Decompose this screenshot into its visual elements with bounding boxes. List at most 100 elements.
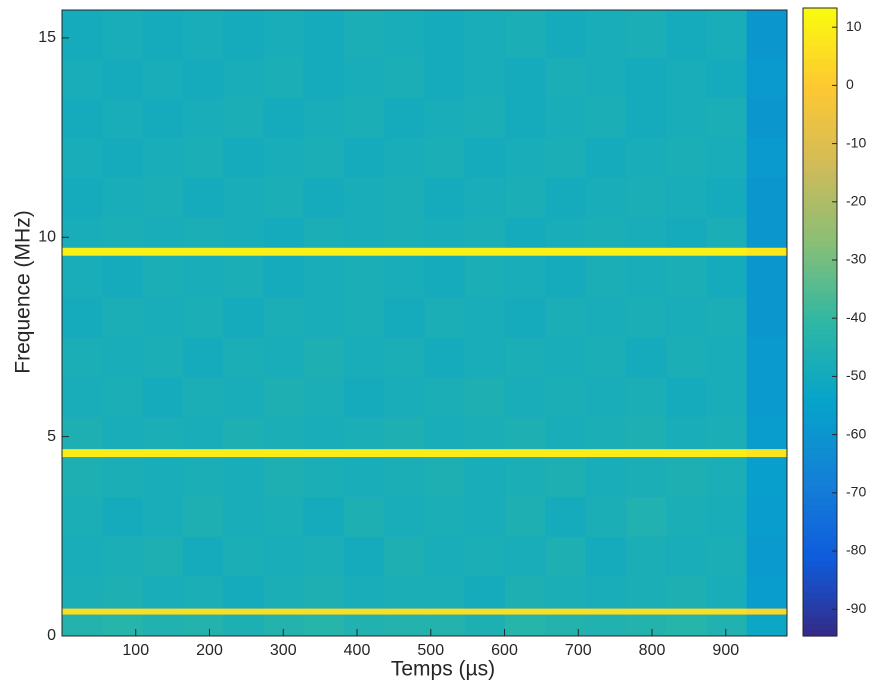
heatmap-cell bbox=[142, 608, 184, 615]
colorbar-step bbox=[803, 45, 837, 53]
heatmap-cell bbox=[182, 57, 224, 99]
heatmap-cell bbox=[464, 416, 506, 450]
heatmap-cell bbox=[223, 448, 264, 458]
heatmap-cell bbox=[102, 57, 144, 99]
heatmap-cell bbox=[62, 376, 103, 418]
colorbar-step bbox=[803, 158, 837, 166]
colorbar-step bbox=[803, 353, 837, 361]
colorbar-step bbox=[803, 171, 837, 179]
heatmap-cell bbox=[182, 614, 224, 637]
heatmap-cell bbox=[746, 336, 788, 378]
heatmap-cell bbox=[504, 57, 546, 99]
heatmap-cell bbox=[182, 576, 224, 609]
heatmap-cell bbox=[746, 376, 788, 418]
heatmap-cell bbox=[343, 576, 385, 609]
colorbar-step bbox=[803, 20, 837, 28]
heatmap-cell bbox=[464, 336, 506, 378]
colorbar-tick-label: -70 bbox=[846, 484, 866, 500]
colorbar-step bbox=[803, 491, 837, 499]
heatmap-cell bbox=[706, 496, 748, 537]
colorbar-step bbox=[803, 585, 837, 593]
heatmap-cell bbox=[303, 247, 345, 256]
colorbar-step bbox=[803, 271, 837, 279]
heatmap-cell bbox=[424, 416, 466, 450]
heatmap-cell bbox=[343, 416, 385, 450]
heatmap-cell bbox=[666, 247, 707, 256]
heatmap-cell bbox=[102, 255, 144, 298]
heatmap-cell bbox=[182, 137, 224, 178]
heatmap-cell bbox=[384, 247, 425, 256]
heatmap-cell bbox=[585, 297, 627, 338]
heatmap-cell bbox=[142, 376, 184, 418]
heatmap-cell bbox=[102, 137, 144, 178]
heatmap-cell bbox=[545, 608, 587, 615]
y-tick-label: 15 bbox=[38, 29, 56, 46]
heatmap-cell bbox=[706, 336, 748, 378]
heatmap-cell bbox=[343, 97, 385, 139]
heatmap-cell bbox=[504, 336, 546, 378]
colorbar-step bbox=[803, 303, 837, 311]
heatmap-cell bbox=[625, 10, 667, 59]
heatmap-cell bbox=[625, 336, 667, 378]
colorbar-frame bbox=[802, 7, 838, 637]
heatmap-cell bbox=[223, 247, 264, 256]
heatmap-cell bbox=[545, 297, 587, 338]
heatmap-cell bbox=[263, 137, 305, 178]
heatmap-cell bbox=[384, 448, 425, 458]
heatmap-cell bbox=[706, 456, 748, 497]
colorbar-step bbox=[803, 121, 837, 128]
heatmap-cell bbox=[263, 297, 305, 338]
heatmap-cell bbox=[62, 608, 103, 615]
heatmap-cell bbox=[585, 536, 627, 577]
heatmap-cell bbox=[384, 576, 425, 609]
heatmap-cell bbox=[62, 416, 103, 450]
heatmap-cell bbox=[62, 297, 103, 338]
heatmap-cell bbox=[666, 57, 707, 99]
heatmap-cell bbox=[62, 255, 103, 298]
heatmap-cell bbox=[263, 448, 305, 458]
colorbar-step bbox=[803, 529, 837, 537]
heatmap-cell bbox=[706, 137, 748, 178]
heatmap-cell bbox=[384, 536, 425, 577]
heatmap-cell bbox=[102, 576, 144, 609]
colorbar-tick-label: -90 bbox=[846, 600, 866, 616]
heatmap-cell bbox=[545, 416, 587, 450]
colorbar-step bbox=[803, 221, 837, 229]
heatmap-cell bbox=[585, 177, 627, 218]
colorbar-step bbox=[803, 604, 837, 612]
heatmap-cell bbox=[142, 416, 184, 450]
colorbar-step bbox=[803, 315, 837, 323]
heatmap-cell bbox=[666, 456, 707, 497]
heatmap-cell bbox=[746, 456, 788, 497]
colorbar-step bbox=[803, 479, 837, 486]
heatmap-cell bbox=[424, 496, 466, 537]
heatmap-cell bbox=[263, 576, 305, 609]
heatmap-cell bbox=[102, 376, 144, 418]
heatmap-cell bbox=[746, 536, 788, 577]
x-tick-label: 100 bbox=[122, 642, 149, 659]
heatmap-cell bbox=[504, 255, 546, 298]
heatmap-cell bbox=[424, 297, 466, 338]
heatmap-cell bbox=[545, 247, 587, 256]
heatmap-cell bbox=[666, 416, 707, 450]
heatmap-cell bbox=[343, 177, 385, 218]
colorbar-step bbox=[803, 284, 837, 292]
colorbar-tick-label: -80 bbox=[846, 542, 866, 558]
heatmap-cell bbox=[585, 448, 627, 458]
heatmap-cell bbox=[706, 614, 748, 637]
heatmap-cell bbox=[706, 376, 748, 418]
heatmap-cell bbox=[464, 496, 506, 537]
heatmap-cell bbox=[545, 448, 587, 458]
colorbar-step bbox=[803, 435, 837, 442]
colorbar-step bbox=[803, 70, 837, 78]
colorbar-step bbox=[803, 510, 837, 518]
heatmap-cell bbox=[102, 247, 144, 256]
x-tick-label: 700 bbox=[565, 642, 592, 659]
heatmap-cell bbox=[303, 608, 345, 615]
heatmap-cell bbox=[263, 614, 305, 637]
colorbar-step bbox=[803, 340, 837, 348]
heatmap-cell bbox=[424, 336, 466, 378]
heatmap-cell bbox=[102, 614, 144, 637]
colorbar-step bbox=[803, 554, 837, 562]
heatmap-cell bbox=[142, 10, 184, 59]
